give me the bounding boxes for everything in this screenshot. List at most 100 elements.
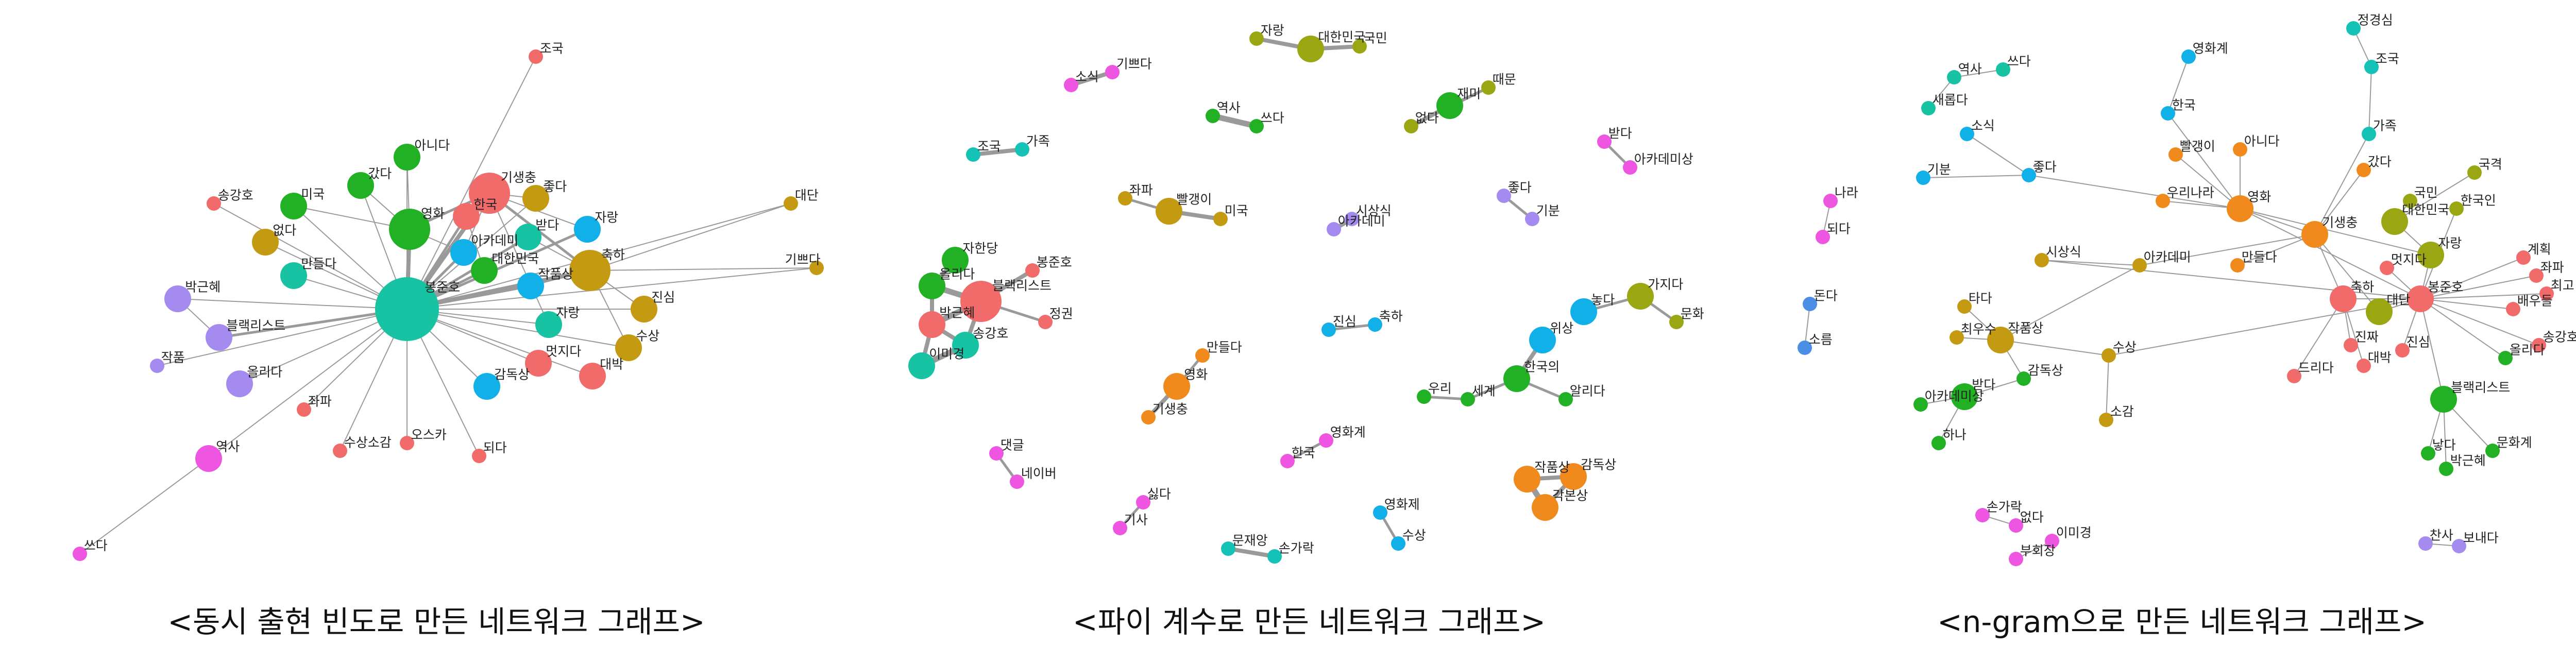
node-label: 손가락 — [1987, 499, 2022, 514]
network-node — [2417, 242, 2444, 268]
network-edge — [971, 147, 1024, 157]
network-node — [1623, 160, 1637, 175]
network-node — [1931, 436, 1946, 450]
network-node — [226, 370, 253, 397]
node-label: 때문 — [1493, 72, 1516, 87]
network-node — [1436, 92, 1463, 119]
node-label: 정권 — [1049, 306, 1073, 321]
network-node — [1015, 142, 1029, 157]
network-node — [1960, 127, 1974, 141]
phi-coefficient-network-panel: 자랑 대한민국 국민 기쁘다 소식 역사 쓰다 재미 없다 때문 조국 가족 받다 아카데미상 좌파 빨갱이 미… — [873, 0, 1745, 661]
network-node — [1141, 410, 1156, 425]
node-label: 소름 — [1809, 332, 1833, 347]
node-label: 찬사 — [2430, 528, 2453, 543]
node-label: 시상식 — [2046, 244, 2081, 259]
network-node — [2418, 536, 2433, 551]
node-label: 오스카 — [411, 427, 447, 442]
node-label: 없다 — [2020, 510, 2044, 524]
node-label: 기사 — [1124, 512, 1148, 527]
network-node — [1951, 383, 1978, 410]
node-label: 하나 — [1943, 427, 1967, 442]
node-label: 만들다 — [301, 257, 336, 272]
node-label: 영화제 — [1384, 497, 1420, 512]
node-label: 빨갱이 — [1176, 192, 1212, 207]
node-label: 올리다 — [247, 365, 282, 380]
network-node — [1916, 171, 1930, 185]
network-edge — [589, 203, 791, 271]
node-label: 손가락 — [1279, 540, 1314, 555]
network-node — [960, 281, 1002, 322]
network-node — [1461, 392, 1475, 406]
node-label: 가지다 — [1648, 277, 1683, 292]
node-label: 진심 — [1333, 314, 1357, 329]
node-label: 수상소감 — [344, 435, 392, 450]
network-node — [2506, 302, 2520, 316]
network-node — [1249, 31, 1264, 46]
network-node — [2009, 552, 2023, 566]
node-label: 좌파 — [1129, 182, 1153, 197]
network-node — [574, 216, 601, 243]
network-node — [2439, 462, 2453, 476]
network-node — [2452, 539, 2466, 553]
network-node — [1525, 212, 1539, 226]
node-label: 대박 — [2368, 350, 2392, 365]
node-label: 없다 — [1415, 110, 1439, 125]
node-label: 영화 — [1184, 367, 1208, 382]
network-node — [2539, 286, 2554, 301]
network-node — [2346, 21, 2361, 36]
node-label: 기생충 — [1153, 401, 1188, 416]
node-label: 역사 — [216, 439, 240, 454]
node-label: 축하 — [601, 247, 625, 262]
node-label: 나라 — [1835, 185, 1858, 200]
node-label: 한국인 — [2461, 193, 2496, 208]
node-label: 블랙리스트 — [226, 318, 285, 333]
node-label: 쓰다 — [84, 538, 108, 553]
network-edge — [2167, 56, 2189, 114]
node-label: 작품 — [161, 350, 185, 365]
node-label: 조국 — [540, 41, 564, 56]
network-node — [522, 185, 549, 212]
network-node — [2161, 106, 2175, 121]
network-edge — [2139, 234, 2315, 266]
network-edge — [1422, 395, 1469, 401]
network-node — [1136, 495, 1150, 510]
node-label: 없다 — [273, 223, 296, 238]
network-node — [297, 402, 311, 417]
network-node — [2485, 444, 2500, 458]
network-node — [1627, 283, 1654, 310]
network-node — [1947, 70, 1961, 84]
network-node — [1321, 323, 1336, 337]
node-label: 대한민국 — [1318, 30, 1365, 45]
node-label: 자랑 — [556, 306, 580, 320]
node-label: 봉준호 — [1037, 255, 1072, 269]
network-edge — [589, 267, 817, 271]
node-label: 아카데미상 — [1925, 388, 1984, 403]
network-edge — [406, 309, 629, 348]
network-edge — [1210, 113, 1260, 129]
node-label: 영화 — [421, 206, 445, 221]
network-node — [333, 444, 347, 458]
node-label: 받다 — [535, 218, 559, 233]
node-label: 네이버 — [1021, 466, 1057, 481]
network-node — [1163, 373, 1190, 400]
network-node — [1823, 194, 1838, 208]
node-label: 대단 — [795, 188, 819, 202]
node-label: 올리다 — [939, 267, 975, 282]
network-node — [2016, 371, 2031, 386]
network-edge — [2294, 298, 2344, 377]
network-node — [919, 273, 945, 299]
network-node — [280, 262, 307, 289]
network-node — [1213, 212, 1228, 226]
node-label: 블랙리스트 — [992, 278, 1052, 293]
network-edge — [177, 298, 408, 310]
node-label: 기생충 — [2322, 215, 2358, 230]
node-label: 갔다 — [2368, 154, 2392, 169]
network-node — [535, 311, 562, 338]
network-node — [1570, 298, 1597, 325]
node-label: 드리다 — [2298, 360, 2334, 375]
network-edge — [2000, 340, 2109, 356]
network-node — [2227, 195, 2253, 222]
